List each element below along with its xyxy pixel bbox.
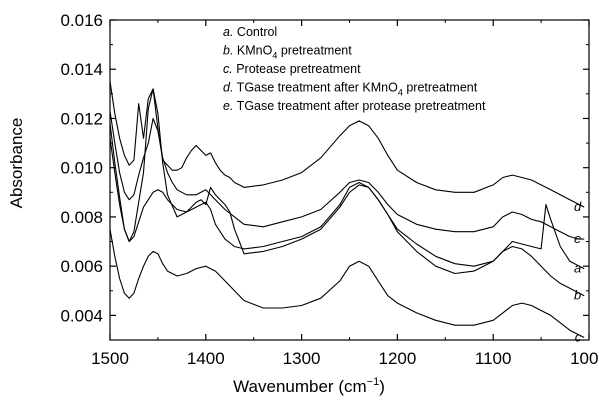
legend-text: TGase treatment after protease pretreatm… [233, 99, 486, 113]
x-axis-title: Wavenumber (cm−1) [233, 376, 385, 396]
x-tick-label: 1400 [187, 349, 225, 368]
legend-text: KMnO [233, 44, 272, 58]
x-tick-label: 1300 [283, 349, 321, 368]
series-layer: d eab c [109, 81, 585, 345]
legend-letter: d. [223, 81, 233, 95]
y-tick-label: 0.004 [60, 306, 103, 325]
legend-text: Protease pretreatment [233, 62, 361, 76]
x-axis-title-close: ) [379, 377, 385, 396]
curve-label-d: d [574, 199, 582, 214]
curve-label-c: c [575, 330, 582, 345]
legend-letter: c. [223, 62, 233, 76]
series-line-e [109, 111, 585, 240]
x-tick-label: 1100 [475, 349, 512, 368]
legend-text-after: pretreatment [403, 81, 478, 95]
series-line-c [109, 229, 585, 338]
legend-subscript: 4 [272, 51, 277, 61]
legend-entry: e. TGase treatment after protease pretre… [223, 99, 486, 113]
legend-text-after: pretreatment [277, 44, 352, 58]
y-tick-label: 0.012 [60, 109, 103, 128]
curve-label-b: b [574, 288, 581, 303]
legend-entry: a. Control [223, 25, 277, 39]
series-line-a [109, 88, 585, 270]
curve-label-a: a [574, 261, 581, 276]
x-tick-label: 1200 [378, 349, 416, 368]
y-axis-title: Absorbance [7, 118, 26, 209]
y-tick-label: 0.008 [60, 208, 103, 227]
curve-label-e: e [574, 231, 581, 246]
legend-text: TGase treatment after KMnO [233, 81, 398, 95]
legend-letter: e. [223, 99, 233, 113]
legend-entry: b. KMnO4 pretreatment [223, 44, 352, 61]
legend-subscript: 4 [398, 88, 403, 98]
y-tick-label: 0.006 [60, 257, 103, 276]
legend-letter: b. [223, 44, 233, 58]
legend-text: Control [233, 25, 277, 39]
x-axis-title-superscript: −1 [367, 376, 380, 388]
x-axis-title-text: Wavenumber (cm [233, 377, 367, 396]
legend-letter: a. [223, 25, 233, 39]
legend-entry: c. Protease pretreatment [223, 62, 361, 76]
y-tick-label: 0.016 [60, 11, 103, 30]
series-line-b [109, 138, 585, 297]
x-tick-label: 1500 [91, 349, 129, 368]
y-tick-label: 0.010 [60, 159, 103, 178]
y-tick-label: 0.014 [60, 60, 103, 79]
legend-entry: d. TGase treatment after KMnO4 pretreatm… [223, 81, 478, 98]
